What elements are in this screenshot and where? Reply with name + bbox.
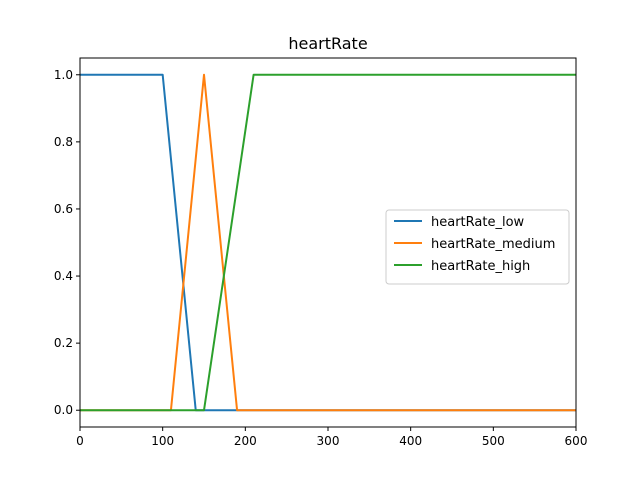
x-tick-label-3: 300 [317,434,340,448]
legend-label-0: heartRate_low [431,215,525,230]
y-tick-label-4: 0.8 [54,135,73,149]
series-line-2 [80,73,576,412]
legend-box [385,209,570,285]
y-axis: 0.0 0.2 0.4 0.6 0.8 1.0 [54,68,80,417]
x-tick-label-0: 0 [76,434,84,448]
x-axis: 0 100 200 300 400 500 600 [76,427,587,448]
y-tick-label-2: 0.4 [54,269,73,283]
y-tick-label-3: 0.6 [54,202,73,216]
y-tick-label-5: 1.0 [54,68,73,82]
y-tick-label-1: 0.2 [54,336,73,350]
x-tick-label-2: 200 [234,434,257,448]
x-tick-label-1: 100 [151,434,174,448]
x-tick-label-5: 500 [482,434,505,448]
x-tick-label-6: 600 [565,434,588,448]
legend-label-2: heartRate_high [431,259,530,274]
legend-label-1: heartRate_medium [431,237,555,252]
chart-title: heartRate [288,34,367,53]
legend: heartRate_low heartRate_medium heartRate_h… [385,209,570,285]
x-tick-label-4: 400 [399,434,422,448]
y-tick-label-0: 0.0 [54,403,73,417]
